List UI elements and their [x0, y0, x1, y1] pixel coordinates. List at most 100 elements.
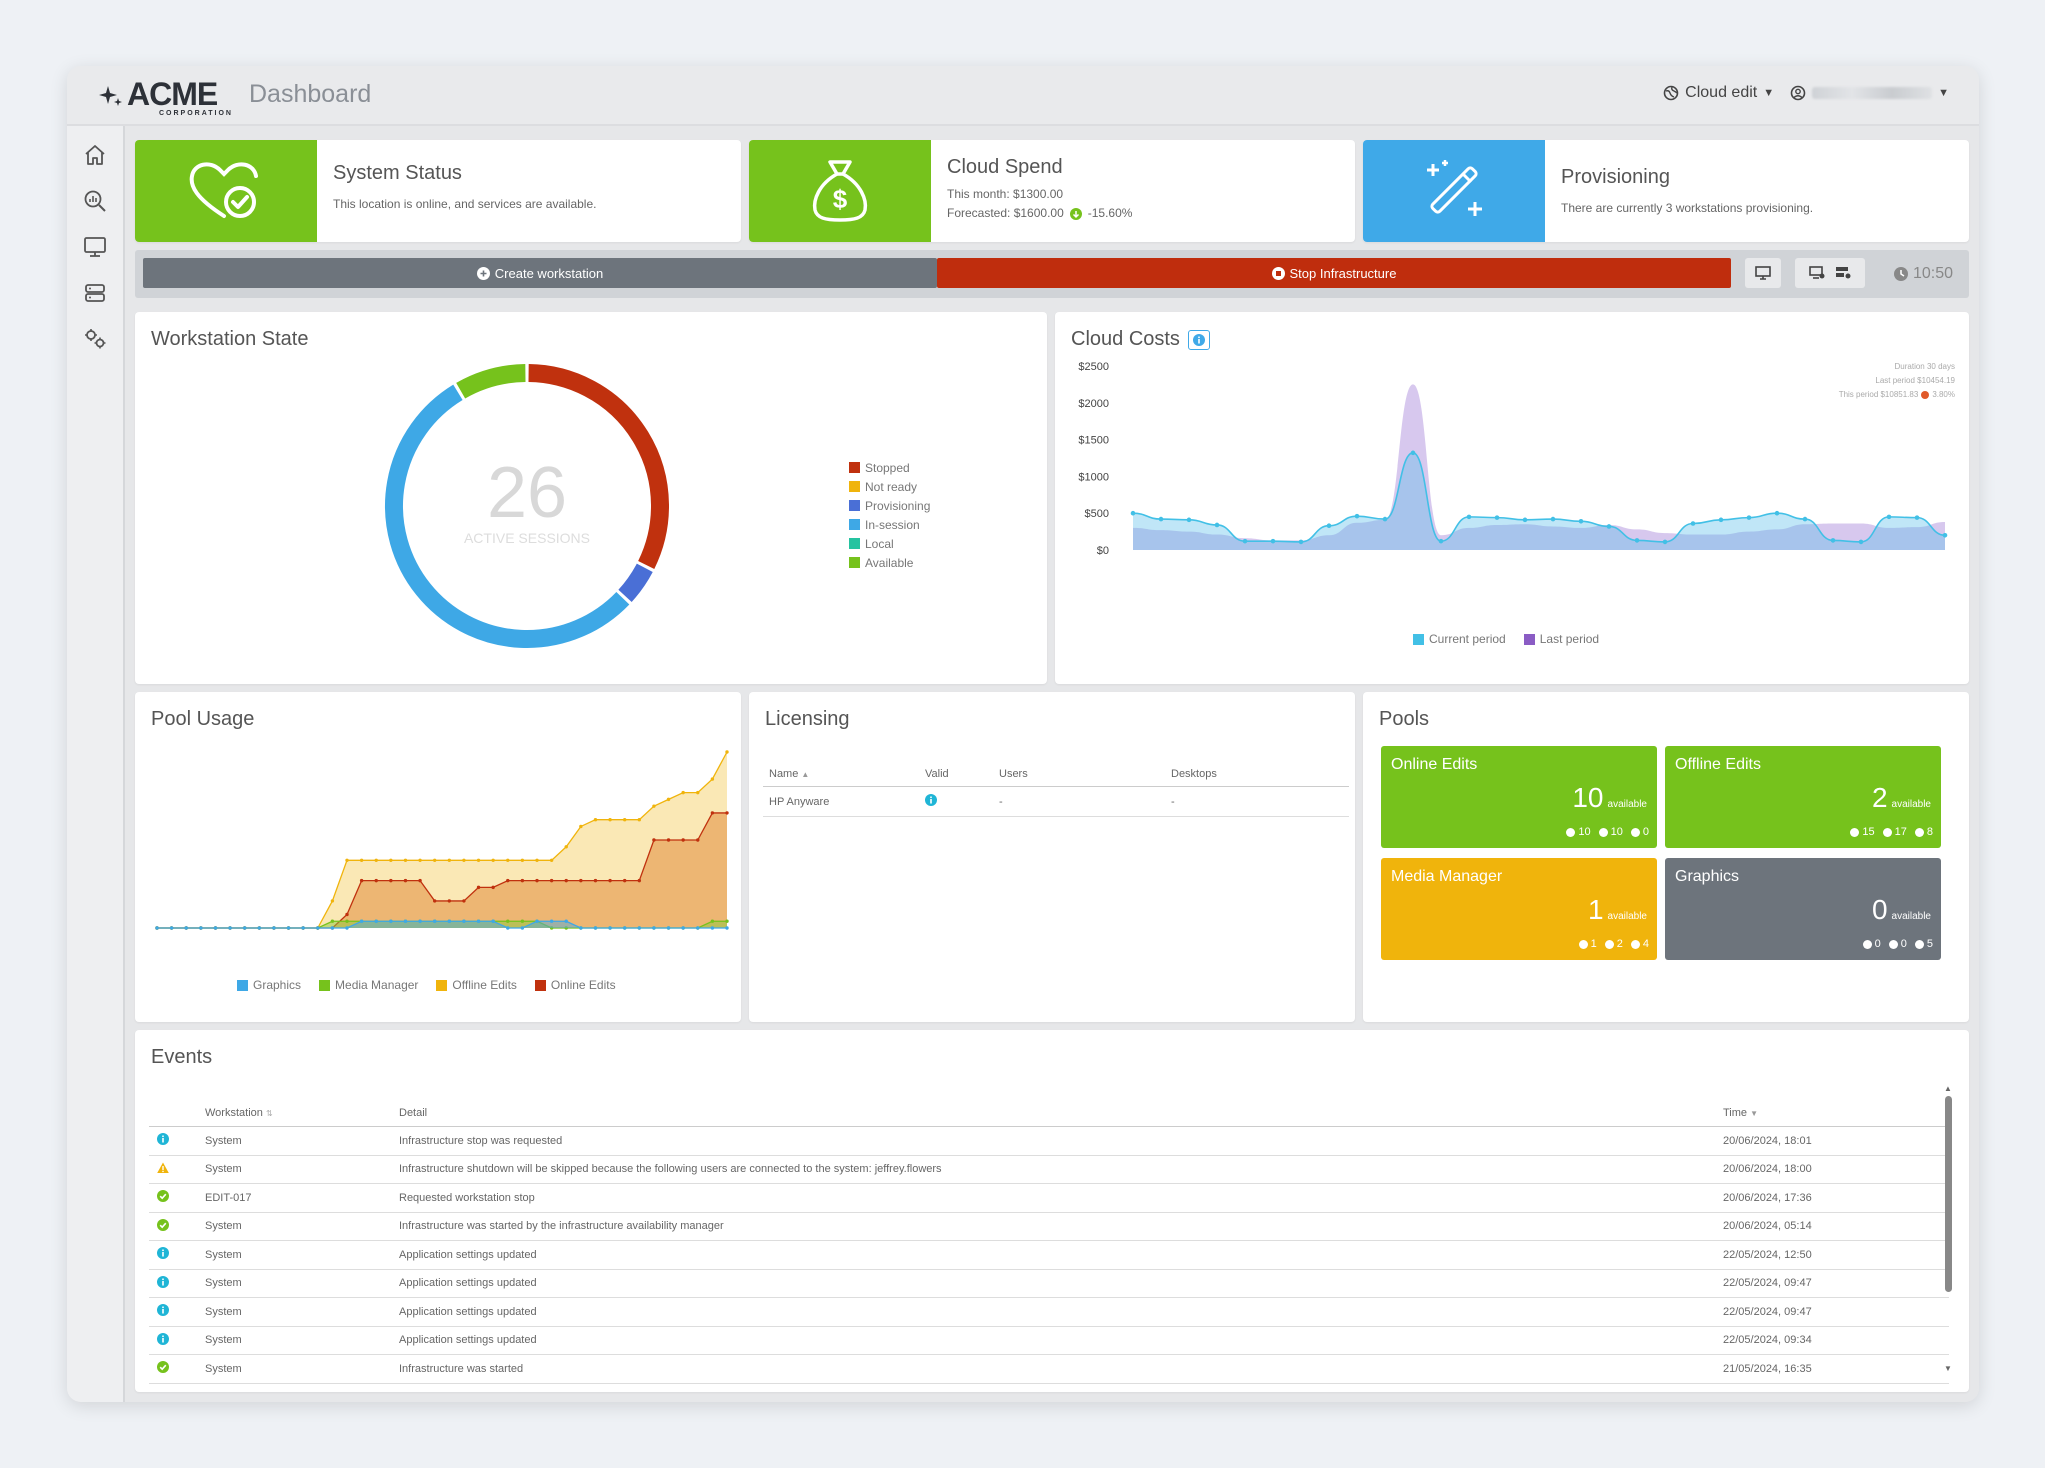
table-row[interactable]: System Infrastructure stop was requested 2…: [149, 1126, 1949, 1156]
stop-infrastructure-button[interactable]: Stop Infrastructure: [937, 258, 1731, 288]
table-row[interactable]: System Application settings updated 22/05/…: [149, 1297, 1949, 1327]
cloud-spend-card[interactable]: $ Cloud Spend This month: $1300.00 Forec…: [749, 140, 1355, 242]
offline-edits-point[interactable]: [652, 804, 656, 808]
offline-edits-point[interactable]: [330, 899, 335, 903]
table-row[interactable]: HP Anyware - -: [763, 786, 1349, 817]
donut-slice-provisioning[interactable]: [618, 563, 653, 602]
table-row[interactable]: System Application settings updated 22/05/…: [149, 1326, 1949, 1355]
media-manager-point[interactable]: [330, 919, 335, 923]
graphics-point[interactable]: [622, 926, 627, 930]
home-icon[interactable]: [80, 140, 110, 170]
current-period-point[interactable]: [1494, 515, 1500, 520]
online-edits-point[interactable]: [447, 899, 452, 903]
online-edits-point[interactable]: [696, 838, 700, 842]
offline-edits-point[interactable]: [622, 817, 627, 822]
graphics-point[interactable]: [359, 919, 364, 923]
graphics-point[interactable]: [462, 919, 466, 923]
graphics-point[interactable]: [228, 926, 232, 930]
pool-tile-offline-edits[interactable]: Offline Edits 2 available 15 17 8: [1665, 746, 1941, 848]
graphics-point[interactable]: [652, 926, 656, 930]
current-period-point[interactable]: [1466, 514, 1472, 520]
current-period-point[interactable]: [1382, 516, 1388, 522]
col-time[interactable]: Time ▼: [1715, 1100, 1949, 1127]
graphics-point[interactable]: [213, 926, 218, 930]
online-edits-point[interactable]: [359, 878, 364, 883]
acme-logo[interactable]: ACME CORPORATION: [99, 76, 231, 120]
offline-edits-point[interactable]: [710, 777, 715, 781]
graphics-point[interactable]: [199, 926, 203, 930]
current-period-point[interactable]: [1410, 450, 1416, 456]
graphics-point[interactable]: [710, 926, 715, 930]
offline-edits-point[interactable]: [389, 858, 393, 863]
offline-edits-point[interactable]: [462, 858, 466, 863]
offline-edits-point[interactable]: [520, 858, 525, 863]
graphics-point[interactable]: [637, 926, 642, 930]
pool-tile-media-manager[interactable]: Media Manager 1 available 1 2 4: [1381, 858, 1657, 960]
provisioning-card[interactable]: Provisioning There are currently 3 works…: [1363, 140, 1969, 242]
donut-slice-stopped[interactable]: [528, 364, 669, 569]
online-edits-point[interactable]: [579, 878, 583, 883]
legend-item-available[interactable]: Available: [849, 553, 930, 572]
table-row[interactable]: System Infrastructure was started 21/05/20…: [149, 1354, 1949, 1384]
table-row[interactable]: EDIT-017 Requested workstation stop 20/06/…: [149, 1183, 1949, 1213]
scroll-down-icon[interactable]: ▼: [1944, 1364, 1952, 1373]
graphics-point[interactable]: [286, 926, 291, 930]
current-period-point[interactable]: [1914, 515, 1920, 520]
offline-edits-point[interactable]: [491, 858, 495, 863]
offline-edits-point[interactable]: [403, 858, 408, 863]
current-period-point[interactable]: [1186, 517, 1192, 523]
monitor-icon[interactable]: [80, 232, 110, 262]
online-edits-point[interactable]: [418, 878, 422, 883]
current-period-point[interactable]: [1942, 532, 1948, 538]
online-edits-point[interactable]: [462, 899, 466, 903]
online-edits-point[interactable]: [564, 878, 568, 883]
legend-item-in-session[interactable]: In-session: [849, 515, 930, 534]
graphics-point[interactable]: [389, 919, 393, 923]
graphics-point[interactable]: [491, 919, 495, 923]
media-manager-point[interactable]: [710, 919, 715, 923]
offline-edits-point[interactable]: [608, 817, 612, 822]
current-period-point[interactable]: [1606, 524, 1612, 529]
legend-item-local[interactable]: Local: [849, 534, 930, 553]
table-row[interactable]: System Application settings updated 22/05/…: [149, 1269, 1949, 1298]
col-name[interactable]: Name ▲: [763, 762, 919, 787]
offline-edits-point[interactable]: [579, 824, 583, 829]
online-edits-point[interactable]: [637, 878, 642, 883]
online-edits-point[interactable]: [506, 878, 510, 883]
graphics-point[interactable]: [272, 926, 276, 930]
online-edits-point[interactable]: [476, 885, 481, 890]
online-edits-point[interactable]: [389, 878, 393, 883]
current-period-point[interactable]: [1298, 539, 1304, 545]
legend-last-period[interactable]: Last period: [1523, 632, 1599, 646]
current-period-point[interactable]: [1858, 539, 1864, 545]
online-edits-point[interactable]: [710, 811, 715, 815]
graphics-point[interactable]: [725, 926, 729, 930]
online-edits-point[interactable]: [520, 878, 525, 883]
system-status-card[interactable]: System Status This location is online, a…: [135, 140, 741, 242]
online-edits-point[interactable]: [681, 838, 685, 842]
graphics-point[interactable]: [316, 926, 320, 930]
offline-edits-point[interactable]: [432, 858, 437, 863]
graphics-point[interactable]: [564, 919, 568, 923]
current-period-point[interactable]: [1634, 538, 1640, 543]
offline-edits-point[interactable]: [725, 750, 729, 754]
offline-edits-point[interactable]: [359, 858, 364, 863]
graphics-point[interactable]: [506, 926, 510, 930]
settings-gears-icon[interactable]: [80, 324, 110, 354]
server-icon[interactable]: [80, 278, 110, 308]
graphics-point[interactable]: [666, 926, 671, 930]
online-edits-point[interactable]: [549, 878, 554, 883]
offline-edits-point[interactable]: [666, 797, 671, 802]
cloud-selector[interactable]: Cloud edit ▼: [1663, 84, 1774, 102]
graphics-point[interactable]: [155, 926, 159, 930]
desktop-settings-icon[interactable]: [1809, 266, 1825, 280]
current-period-point[interactable]: [1746, 515, 1752, 520]
graphics-point[interactable]: [608, 926, 612, 930]
workstation-view-button[interactable]: [1745, 258, 1781, 288]
offline-edits-point[interactable]: [593, 817, 598, 822]
col-users[interactable]: Users: [993, 762, 1165, 787]
graphics-point[interactable]: [681, 926, 685, 930]
pool-tile-online-edits[interactable]: Online Edits 10 available 10 10 0: [1381, 746, 1657, 848]
graphics-point[interactable]: [184, 926, 188, 930]
current-period-point[interactable]: [1242, 538, 1248, 544]
